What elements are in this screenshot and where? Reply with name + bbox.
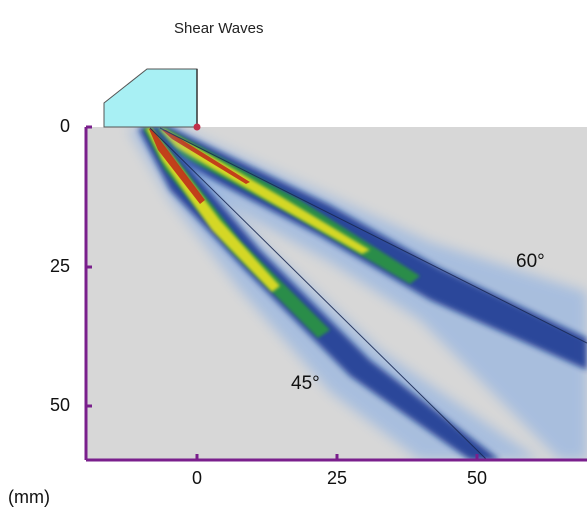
beam-45-peak xyxy=(149,129,205,204)
beam-45 xyxy=(128,127,540,460)
x-tick-label-50: 50 xyxy=(466,468,488,488)
transducer-wedge xyxy=(103,68,198,128)
y-tick-label-50: 50 xyxy=(49,395,70,415)
figure-title: Shear Waves xyxy=(174,20,264,37)
beam-45-halo xyxy=(128,127,540,460)
x-tick-label-25: 25 xyxy=(326,468,348,488)
beam-45-angle-label: 45° xyxy=(291,373,320,394)
beam-60-halo xyxy=(142,127,587,460)
beam-60-peak xyxy=(162,130,250,184)
beam-60 xyxy=(142,127,587,460)
unit-label: (mm) xyxy=(8,487,50,507)
y-tick-label-0: 0 xyxy=(59,116,70,136)
beam-60-axis xyxy=(159,127,587,344)
x-tick-label-0: 0 xyxy=(191,468,202,488)
beam-exit-point xyxy=(193,123,201,131)
beam-60-angle-label: 60° xyxy=(516,251,545,272)
beam-field xyxy=(128,127,587,460)
y-tick-label-25: 25 xyxy=(49,256,70,276)
beam-45-axis xyxy=(149,127,488,460)
